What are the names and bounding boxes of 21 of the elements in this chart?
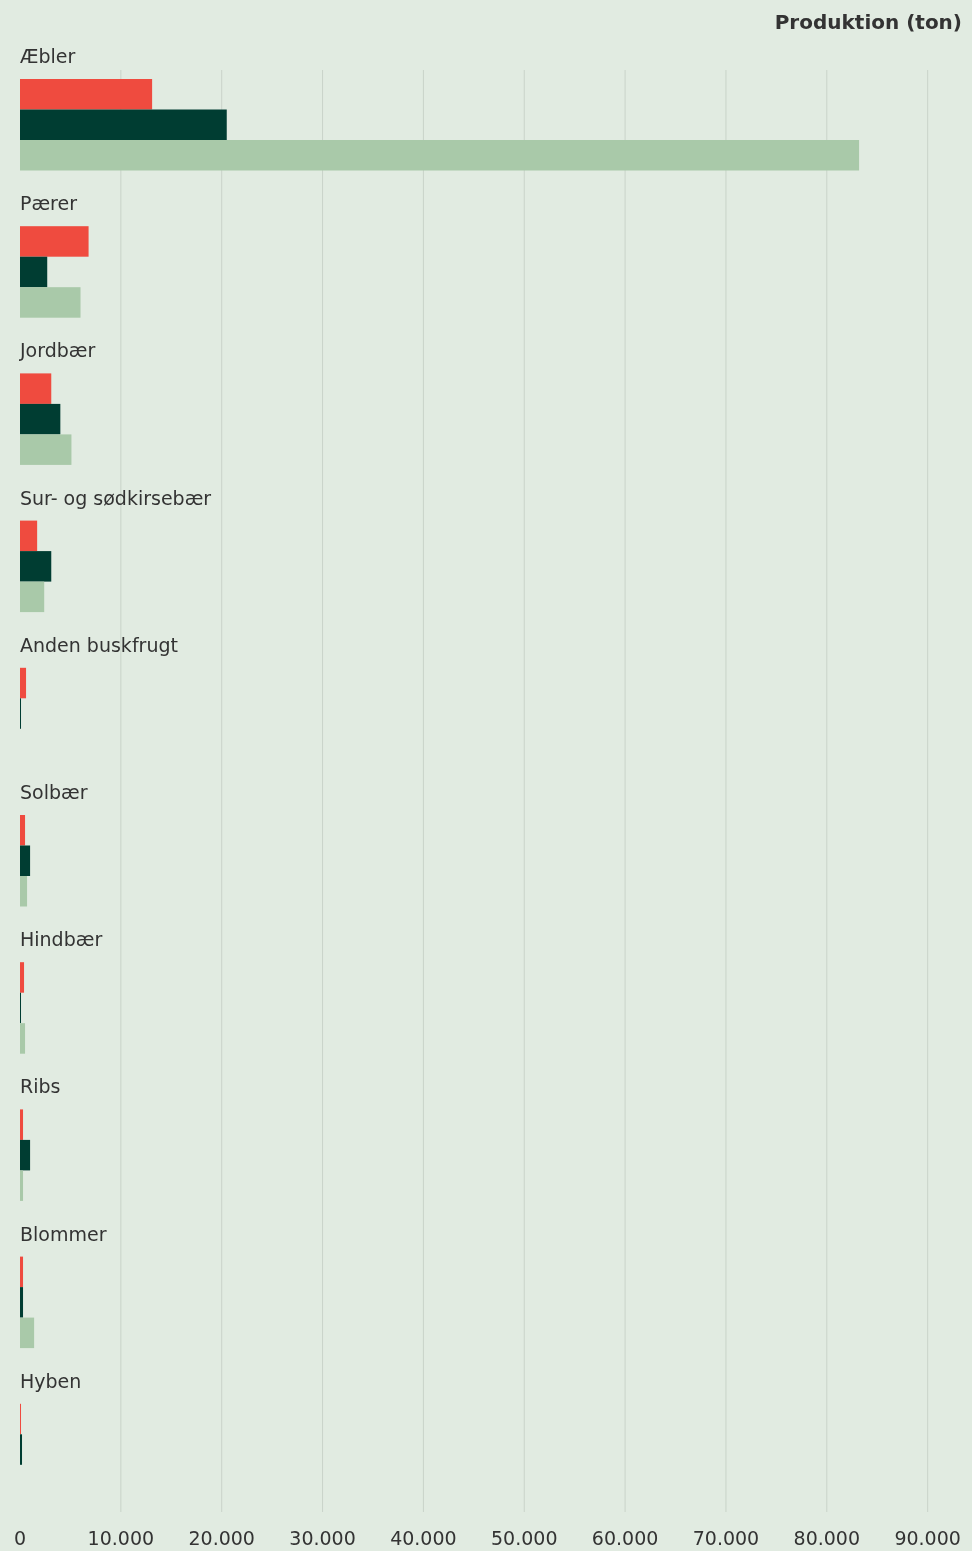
x-tick-label: 30.000 xyxy=(289,1527,356,1549)
chart-title: Produktion (ton) xyxy=(774,10,962,34)
y-tick-label: Hindbær xyxy=(20,928,103,951)
y-tick-label: Hyben xyxy=(20,1369,82,1392)
x-tick-label: 60.000 xyxy=(591,1527,659,1549)
y-tick-label: Æbler xyxy=(20,45,76,67)
x-tick-label: 50.000 xyxy=(491,1527,558,1549)
y-tick-label: Blommer xyxy=(20,1222,107,1245)
x-tick-label: 90.000 xyxy=(894,1527,961,1549)
x-tick-label: 80.000 xyxy=(793,1527,861,1549)
y-tick-label: Ribs xyxy=(20,1075,61,1098)
y-tick-label: Anden buskfrugt xyxy=(20,633,178,656)
y-tick-label: Sur- og sødkirsebær xyxy=(20,486,212,509)
y-tick-label: Jordbær xyxy=(19,339,96,362)
x-tick-label: 40.000 xyxy=(390,1527,457,1549)
x-tick-label: 20.000 xyxy=(188,1527,255,1549)
x-tick-label: 10.000 xyxy=(87,1527,155,1549)
y-tick-label: Pærer xyxy=(20,192,78,215)
x-tick-label: 70.000 xyxy=(692,1527,760,1549)
y-tick-label: Solbær xyxy=(20,781,88,803)
x-tick-label: 0 xyxy=(13,1527,27,1549)
